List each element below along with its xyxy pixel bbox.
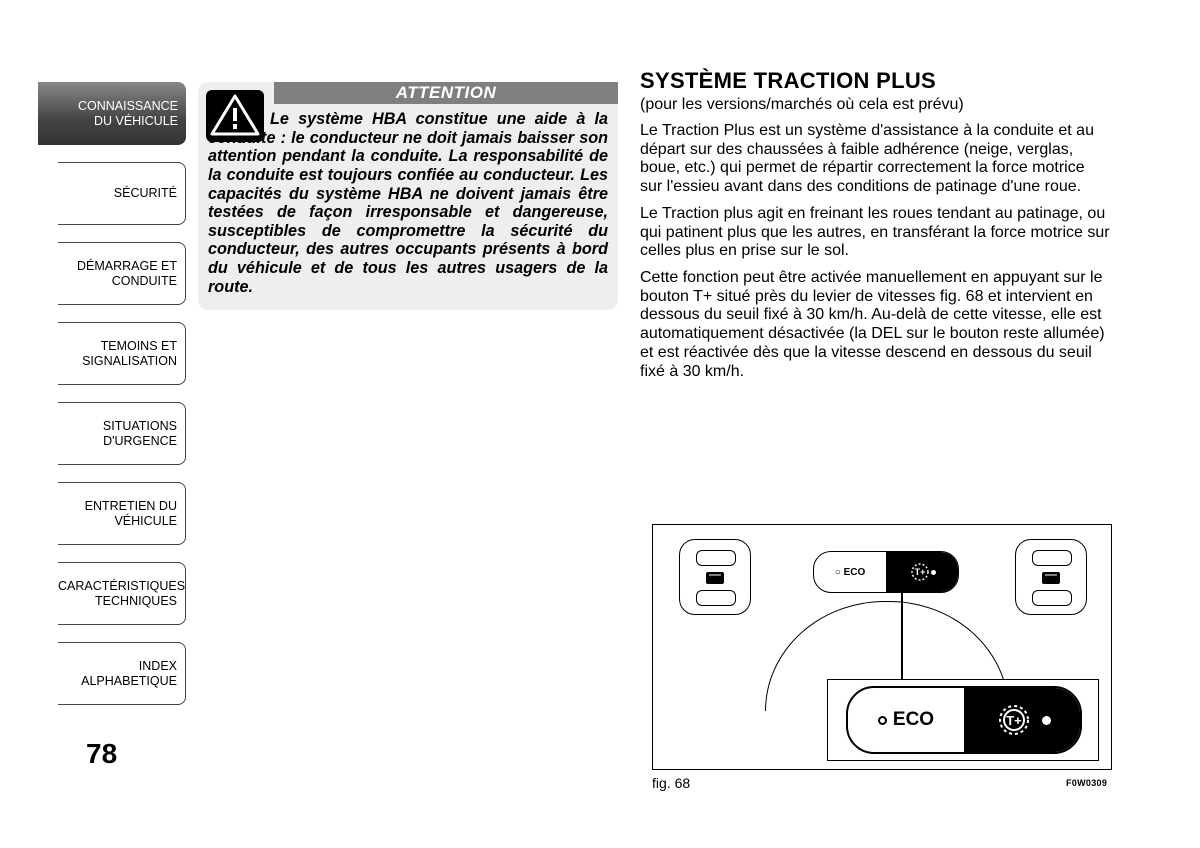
eco-traction-button-closeup-icon: ECO T+ — [846, 686, 1082, 754]
svg-text:T+: T+ — [1006, 713, 1022, 728]
section-title: SYSTÈME TRACTION PLUS — [640, 68, 1110, 94]
callout-arrowhead-icon — [894, 553, 910, 567]
paragraph: Le Traction plus agit en freinant les ro… — [640, 205, 1110, 261]
sidebar-nav: CONNAISSANCE DU VÉHICULE SÉCURITÉ DÉMARR… — [58, 82, 186, 722]
sidebar-item-label: CONNAISSANCE DU VÉHICULE — [58, 99, 178, 128]
section-subtitle: (pour les versions/marchés où cela est p… — [640, 96, 1110, 114]
figure-68: ○ ECO T+ ECO — [652, 524, 1112, 770]
traction-plus-button-icon: T+ — [964, 688, 1080, 752]
sidebar-item-securite[interactable]: SÉCURITÉ — [58, 162, 186, 225]
sidebar-item-label: CARACTÉRISTIQUES TECHNIQUES — [58, 579, 177, 608]
dashboard-illustration: ○ ECO T+ ECO — [653, 525, 1111, 769]
sidebar-item-label: TEMOINS ET SIGNALISATION — [58, 339, 177, 368]
attention-text: Le système HBA constitue une aide à la c… — [208, 110, 608, 296]
sidebar-item-label: SÉCURITÉ — [58, 186, 177, 200]
paragraph: Le Traction Plus est un système d'assist… — [640, 122, 1110, 197]
manual-page: CONNAISSANCE DU VÉHICULE SÉCURITÉ DÉMARR… — [0, 0, 1200, 848]
figure-inset: ECO T+ — [827, 679, 1099, 761]
sidebar-item-label: SITUATIONS D'URGENCE — [58, 419, 177, 448]
figure-code: F0W0309 — [1066, 778, 1107, 788]
callout-line-icon — [901, 560, 903, 684]
sidebar-item-demarrage[interactable]: DÉMARRAGE ET CONDUITE — [58, 242, 186, 305]
figure-caption: fig. 68 — [652, 775, 690, 791]
indicator-led-icon — [1042, 716, 1051, 725]
sidebar-item-label: INDEX ALPHABETIQUE — [58, 659, 177, 688]
paragraph: Cette fonction peut être activée manuell… — [640, 269, 1110, 381]
indicator-dot-icon — [878, 716, 887, 725]
window-switch-left-icon — [679, 539, 751, 615]
sidebar-item-urgence[interactable]: SITUATIONS D'URGENCE — [58, 402, 186, 465]
attention-box: ATTENTION Le système HBA constitue une a… — [198, 82, 618, 310]
sidebar-item-temoins[interactable]: TEMOINS ET SIGNALISATION — [58, 322, 186, 385]
eco-button-label: ECO — [848, 709, 964, 731]
sidebar-item-index[interactable]: INDEX ALPHABETIQUE — [58, 642, 186, 705]
sidebar-item-label: DÉMARRAGE ET CONDUITE — [58, 259, 177, 288]
svg-text:T+: T+ — [914, 567, 925, 577]
eco-text: ECO — [893, 709, 934, 731]
page-number: 78 — [86, 738, 117, 770]
eco-traction-button-icon: ○ ECO T+ — [813, 551, 959, 593]
sidebar-item-connaissance[interactable]: CONNAISSANCE DU VÉHICULE — [58, 82, 186, 145]
sidebar-item-caracteristiques[interactable]: CARACTÉRISTIQUES TECHNIQUES — [58, 562, 186, 625]
eco-label: ○ ECO — [814, 552, 886, 592]
main-content: SYSTÈME TRACTION PLUS (pour les versions… — [640, 68, 1110, 381]
warning-triangle-icon — [206, 90, 264, 142]
attention-header: ATTENTION — [274, 82, 618, 104]
sidebar-item-entretien[interactable]: ENTRETIEN DU VÉHICULE — [58, 482, 186, 545]
sidebar-item-label: ENTRETIEN DU VÉHICULE — [58, 499, 177, 528]
window-switch-right-icon — [1015, 539, 1087, 615]
